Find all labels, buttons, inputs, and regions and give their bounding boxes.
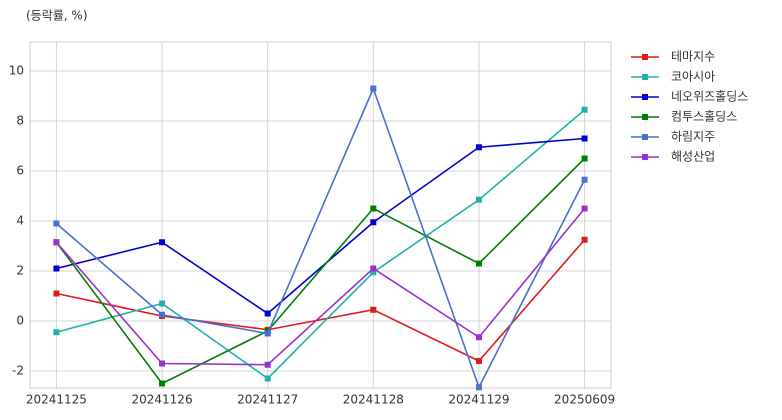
legend-label: 하림지주 xyxy=(671,130,715,144)
legend-marker xyxy=(642,114,648,120)
y-tick-label: -2 xyxy=(12,364,24,378)
point xyxy=(370,219,377,226)
legend-marker xyxy=(642,94,648,100)
point xyxy=(159,380,166,387)
series-line xyxy=(55,157,586,385)
point xyxy=(264,375,271,382)
x-tick-label: 20241126 xyxy=(132,393,193,407)
point xyxy=(264,310,271,317)
plot-area xyxy=(29,41,612,389)
legend-label: 컴투스홀딩스 xyxy=(671,110,737,124)
point xyxy=(159,300,166,307)
point xyxy=(475,196,482,203)
point xyxy=(53,290,60,297)
y-tick-label: 4 xyxy=(16,214,24,228)
point xyxy=(581,155,588,162)
series-line xyxy=(55,207,586,366)
point xyxy=(581,135,588,142)
point xyxy=(475,334,482,341)
x-tick-label: 20250609 xyxy=(554,393,615,407)
series-line xyxy=(55,86,586,390)
x-tick-label: 20241127 xyxy=(237,393,298,407)
point xyxy=(264,330,271,337)
point xyxy=(53,329,60,336)
point xyxy=(475,260,482,267)
legend-marker xyxy=(642,74,648,80)
point xyxy=(475,144,482,151)
point xyxy=(53,265,60,272)
point xyxy=(159,239,166,246)
point xyxy=(53,239,60,246)
point xyxy=(370,269,377,276)
point xyxy=(475,384,482,391)
legend-marker xyxy=(642,154,648,160)
legend-marker xyxy=(642,134,648,140)
point xyxy=(53,220,60,227)
series-line xyxy=(56,239,586,362)
point xyxy=(159,311,166,318)
point xyxy=(475,358,482,364)
legend-label: 네오위즈홀딩스 xyxy=(671,90,748,104)
point xyxy=(581,236,588,243)
point xyxy=(264,361,271,368)
series-line xyxy=(56,109,586,380)
point xyxy=(581,176,588,183)
point xyxy=(581,106,588,113)
y-tick-label: 0 xyxy=(16,314,24,328)
y-axis-label: (등락률, %) xyxy=(26,9,88,23)
x-tick-label: 20241125 xyxy=(26,393,87,407)
x-tick-label: 20241128 xyxy=(343,393,404,407)
y-tick-label: 6 xyxy=(16,164,24,178)
legend-label: 코아시아 xyxy=(671,70,715,84)
point xyxy=(370,306,377,313)
legend-label: 테마지수 xyxy=(671,50,715,64)
point xyxy=(159,360,166,367)
point xyxy=(370,85,377,92)
legend-label: 해성산업 xyxy=(671,150,715,164)
point xyxy=(581,205,588,212)
y-tick-label: 10 xyxy=(9,64,24,78)
point xyxy=(370,205,377,212)
series-line xyxy=(56,137,585,315)
x-tick-label: 20241129 xyxy=(448,393,509,407)
point xyxy=(370,265,377,272)
y-tick-label: 8 xyxy=(16,114,24,128)
legend-marker xyxy=(642,54,648,60)
y-tick-label: 2 xyxy=(16,264,24,278)
